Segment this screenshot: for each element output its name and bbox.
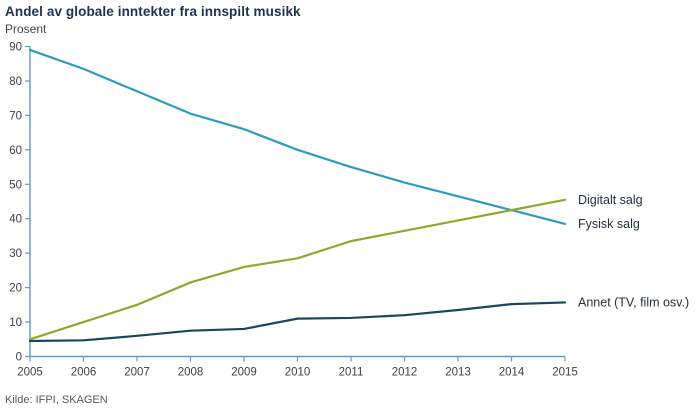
y-tick-label: 10 (9, 317, 22, 329)
x-tick-label: 2008 (178, 367, 204, 379)
y-tick-label: 80 (9, 76, 22, 88)
series-label-fysisk-salg: Fysisk salg (578, 217, 640, 231)
chart-source: Kilde: IFPI, SKAGEN (5, 394, 108, 406)
x-tick-label: 2005 (17, 367, 43, 379)
y-tick-label: 0 (16, 352, 22, 364)
series-label-annet-tv-film-osv: Annet (TV, film osv.) (578, 295, 689, 309)
y-tick-label: 60 (9, 145, 22, 157)
y-tick-label: 70 (9, 110, 22, 122)
y-tick-label: 20 (9, 283, 22, 295)
series-line-fysisk-salg (28, 48, 567, 225)
x-tick-label: 2014 (499, 367, 525, 379)
y-tick-label: 90 (9, 42, 22, 54)
series-line-digitalt-salg (28, 198, 567, 341)
x-tick-label: 2015 (552, 367, 578, 379)
x-tick-label: 2013 (445, 367, 471, 379)
x-tick-label: 2012 (392, 367, 418, 379)
series-label-digitalt-salg: Digitalt salg (578, 193, 643, 207)
chart-subtitle: Prosent (5, 22, 47, 36)
y-tick-label: 40 (9, 214, 22, 226)
x-tick-label: 2011 (339, 367, 364, 379)
series-line-annet-tv-film-osv (28, 301, 567, 343)
chart-title: Andel av globale inntekter fra innspilt … (5, 4, 301, 19)
x-tick-label: 2009 (231, 367, 257, 379)
x-tick-label: 2006 (71, 367, 97, 379)
y-tick-label: 30 (9, 248, 22, 260)
x-tick-label: 2007 (124, 367, 150, 379)
y-tick-label: 50 (9, 179, 22, 191)
x-tick-label: 2010 (285, 367, 311, 379)
